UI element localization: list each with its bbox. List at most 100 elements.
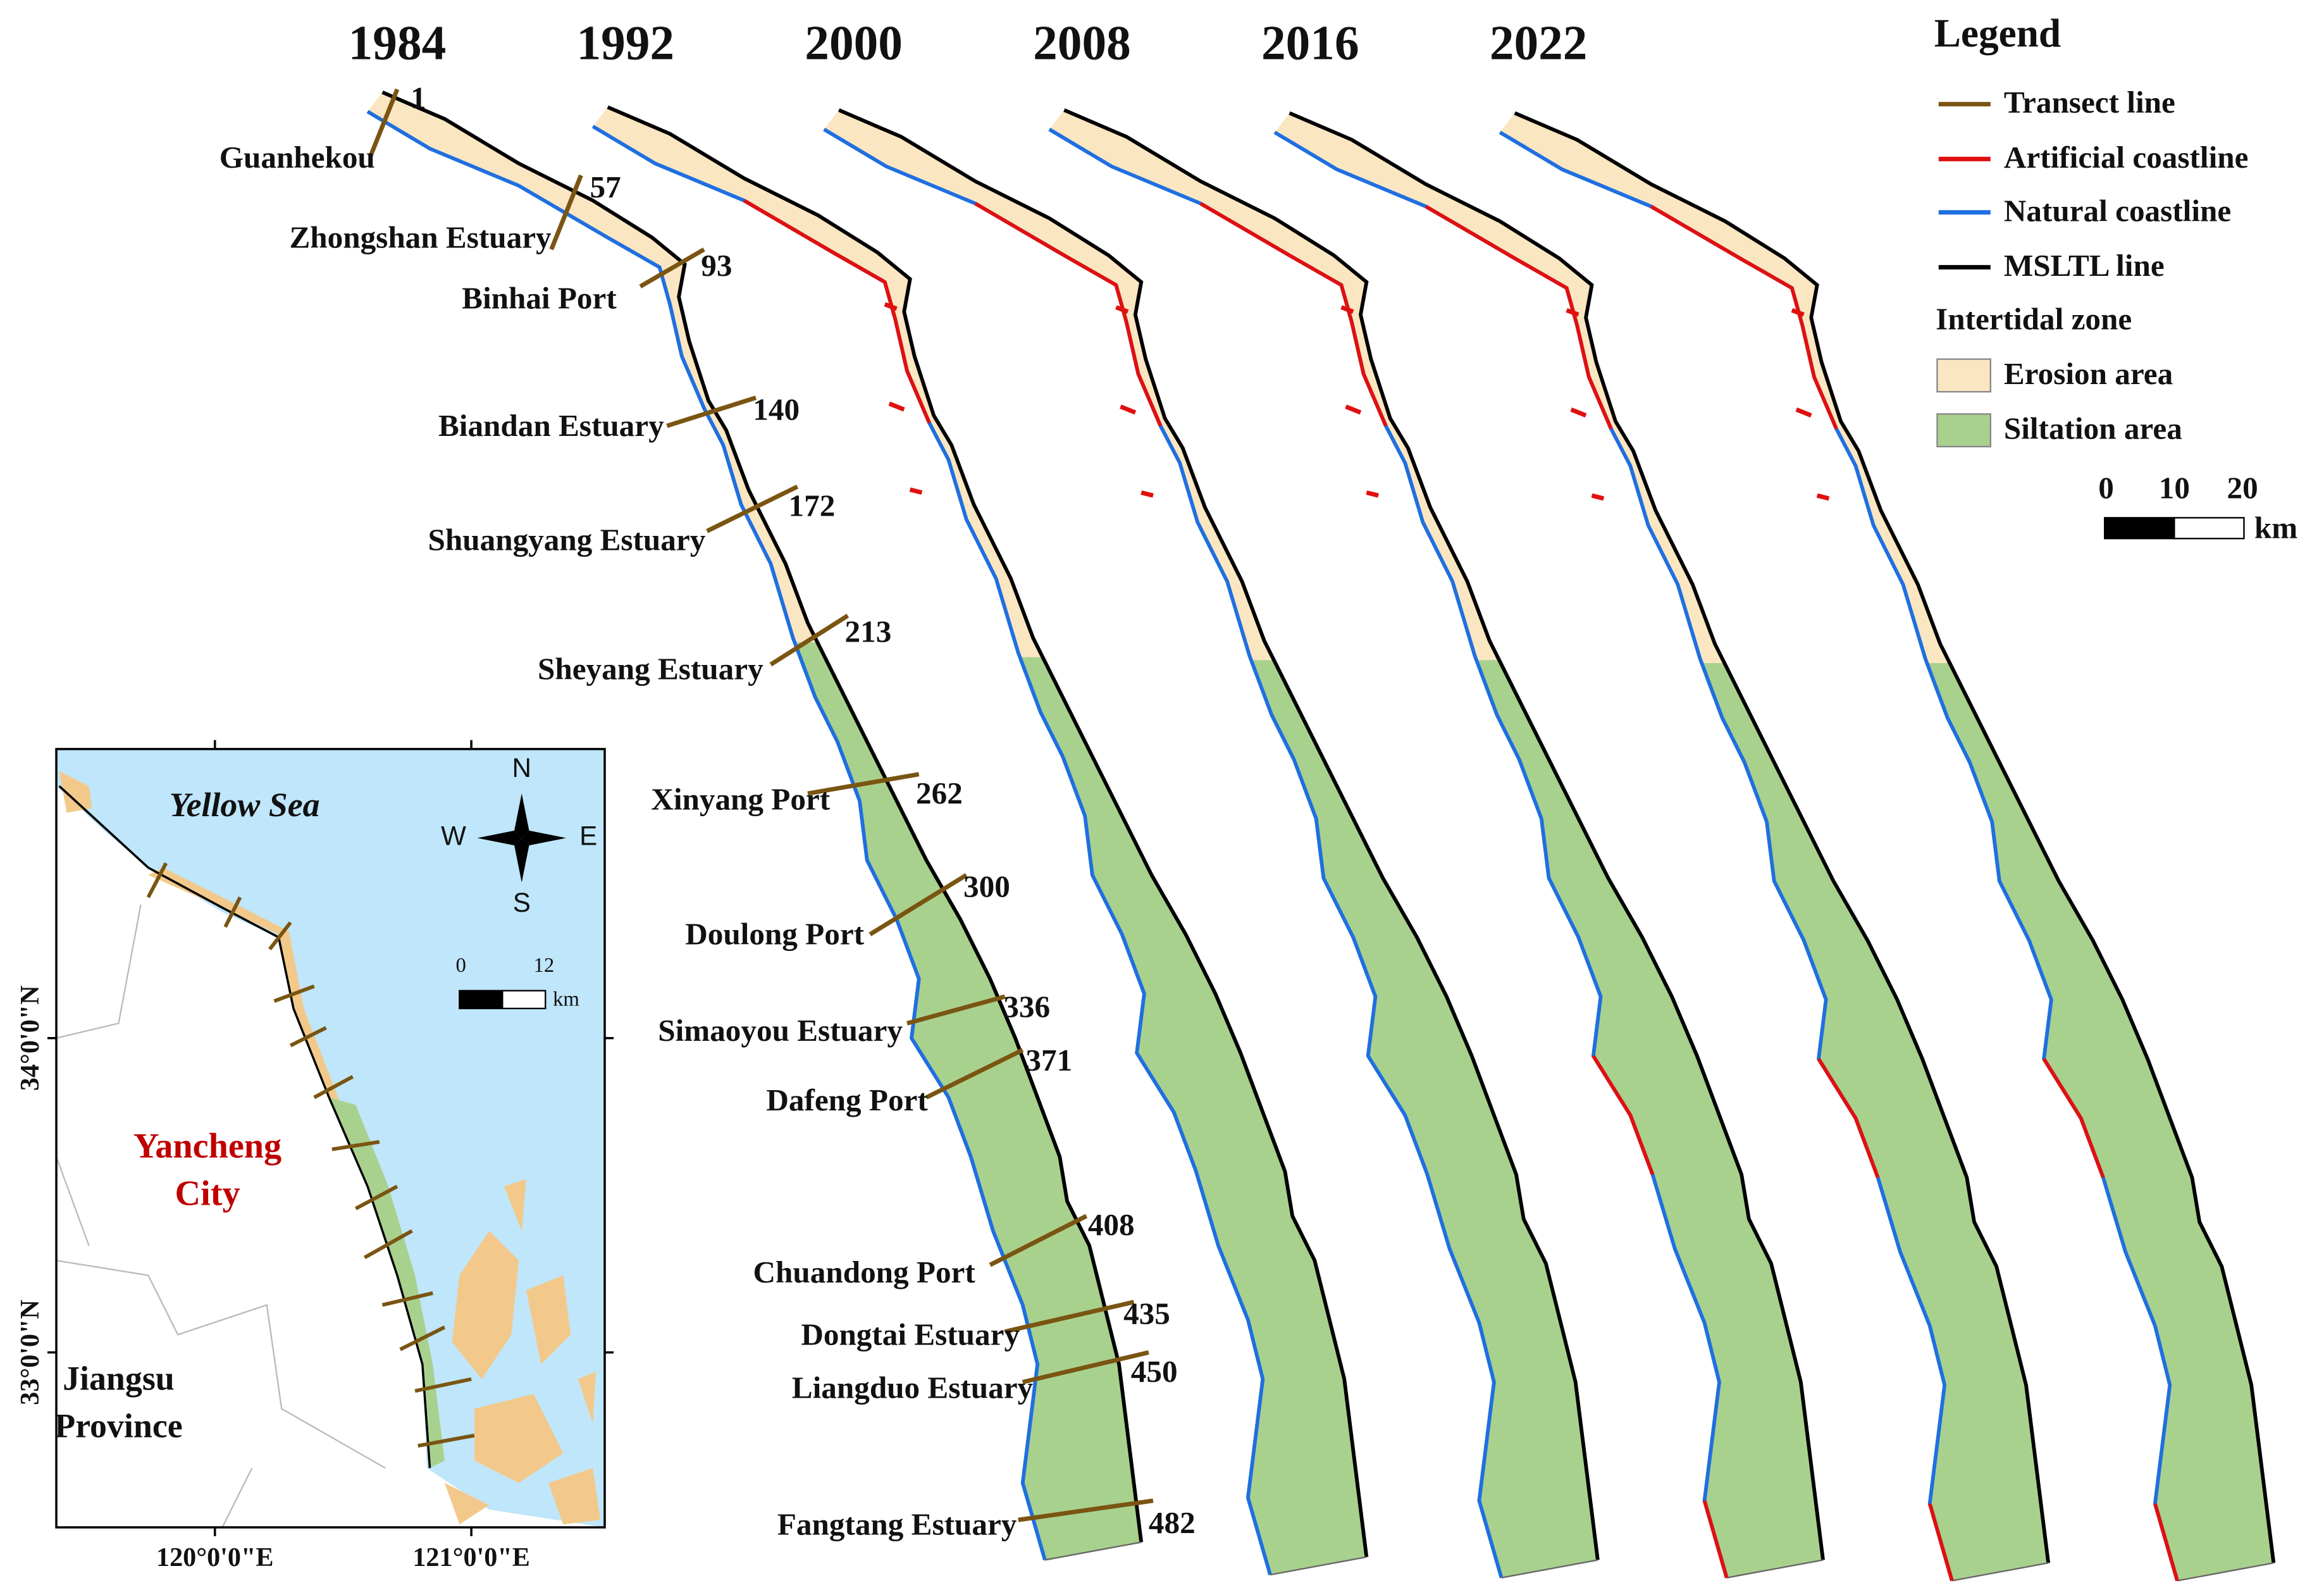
lat-label: 33°0'0"N [15, 1300, 45, 1405]
compass-s: S [513, 888, 531, 917]
transect-line [1018, 1498, 1154, 1522]
place-label: Zhongshan Estuary [289, 220, 552, 254]
scale-label: 10 [2159, 470, 2190, 505]
transect-line [1022, 1350, 1149, 1384]
transect-line [906, 994, 1006, 1026]
inset-ticks [47, 740, 614, 1537]
transect-id: 450 [1131, 1354, 1178, 1389]
place-label: Dafeng Port [766, 1083, 928, 1117]
strip-2016 [1275, 113, 2048, 1581]
compass-arrow [477, 830, 522, 846]
compass-e: E [579, 821, 597, 851]
transect-line [925, 1048, 1024, 1100]
transect-id: 482 [1149, 1505, 1196, 1540]
transect-line [769, 614, 850, 667]
scale-bar [2104, 517, 2175, 540]
transect-line [706, 484, 799, 533]
compass: N W E S [441, 753, 597, 917]
legend-subtitle: Intertidal zone [1936, 301, 2132, 336]
inset-scale-bar [459, 990, 504, 1010]
transect-id: 1 [411, 80, 426, 115]
boundaries [55, 904, 386, 1528]
legend-item: Siltation area [2004, 411, 2182, 446]
legend-item: MSLTL line [2004, 248, 2165, 283]
land [56, 786, 605, 1527]
scale-label: 20 [2227, 470, 2258, 505]
inset-scale-label: 0 [456, 954, 466, 977]
place-label: Sheyang Estuary [538, 651, 763, 686]
transects: 1 Guanhekou 57 Zhongshan Estuary 93 Binhai Po… [219, 80, 1196, 1541]
place-label: Guanhekou [219, 140, 375, 175]
legend: Legend Transect line Artificial coastlin… [1934, 11, 2297, 545]
transect-id: 213 [845, 614, 892, 649]
city-label: Yancheng [133, 1126, 281, 1165]
transect-line [549, 174, 583, 251]
inset-scale-label: 12 [534, 954, 555, 977]
transect-line [989, 1214, 1088, 1267]
province-label: Jiangsu [63, 1360, 175, 1398]
transect-id: 57 [590, 170, 621, 204]
transect-id: 371 [1025, 1043, 1072, 1078]
inset-scale-bar [502, 990, 547, 1010]
transect-id: 300 [963, 869, 1010, 904]
year-title: 2022 [1490, 15, 1588, 70]
year-title: 2008 [1033, 15, 1131, 70]
transect-line [368, 88, 400, 157]
place-label: Biandan Estuary [438, 408, 664, 443]
transect-id: 140 [753, 392, 800, 426]
inset-frame [55, 748, 606, 1529]
place-label: Fangtang Estuary [777, 1506, 1017, 1541]
lon-label: 120°0'0"E [156, 1543, 273, 1572]
erosion-strip [59, 771, 341, 1105]
place-label: Chuandong Port [753, 1255, 976, 1289]
legend-item: Natural coastline [2004, 193, 2231, 228]
year-title: 2000 [805, 15, 903, 70]
compass-w: W [441, 821, 466, 851]
compass-n: N [512, 753, 531, 783]
sandbanks [444, 1179, 600, 1525]
inset-coastline [58, 785, 431, 1469]
transect-id: 93 [701, 248, 732, 283]
year-title: 1984 [349, 15, 447, 70]
place-label: Doulong Port [685, 917, 864, 952]
place-label: Shuangyang Estuary [428, 522, 706, 557]
place-label: Liangduo Estuary [792, 1370, 1034, 1405]
place-label: Xinyang Port [651, 782, 830, 817]
scale-unit: km [2254, 511, 2297, 545]
city-label: City [175, 1174, 240, 1213]
strip-2022 [1500, 113, 2273, 1581]
year-titles: 1984 1992 2000 2008 2016 2022 [349, 15, 1588, 70]
transect-line [868, 873, 968, 936]
transect-id: 262 [916, 776, 963, 811]
transect-line [807, 772, 920, 796]
strip-1992 [593, 107, 1366, 1575]
transect-id: 172 [789, 488, 836, 523]
place-label: Binhai Port [462, 281, 617, 316]
transect-id: 408 [1088, 1207, 1135, 1242]
transect-id: 435 [1123, 1296, 1170, 1331]
legend-item: Erosion area [2004, 356, 2173, 391]
legend-item: Artificial coastline [2004, 140, 2249, 175]
legend-title: Legend [1934, 11, 2061, 56]
legend-swatch [1936, 413, 1991, 448]
legend-swatch [1936, 358, 1991, 393]
year-title: 2016 [1261, 15, 1359, 70]
transect-line [639, 247, 705, 289]
scale-bar [2173, 517, 2245, 540]
inset-map: Yellow Sea N W E S 0 12 km Yancheng City… [15, 740, 614, 1572]
place-label: Simaoyou Estuary [658, 1013, 903, 1048]
transect-id: 336 [1003, 990, 1050, 1024]
province-label: Province [54, 1407, 182, 1445]
place-label: Dongtai Estuary [801, 1317, 1020, 1351]
sea-label: Yellow Sea [170, 786, 320, 824]
compass-arrow [514, 838, 529, 883]
transect-line [666, 395, 757, 428]
inset-scale-unit: km [553, 988, 579, 1011]
lon-label: 121°0'0"E [412, 1543, 529, 1572]
compass-arrow [514, 793, 529, 838]
strip-2000 [824, 110, 1598, 1578]
scale-label: 0 [2098, 470, 2114, 505]
siltation-strip [329, 1097, 445, 1469]
